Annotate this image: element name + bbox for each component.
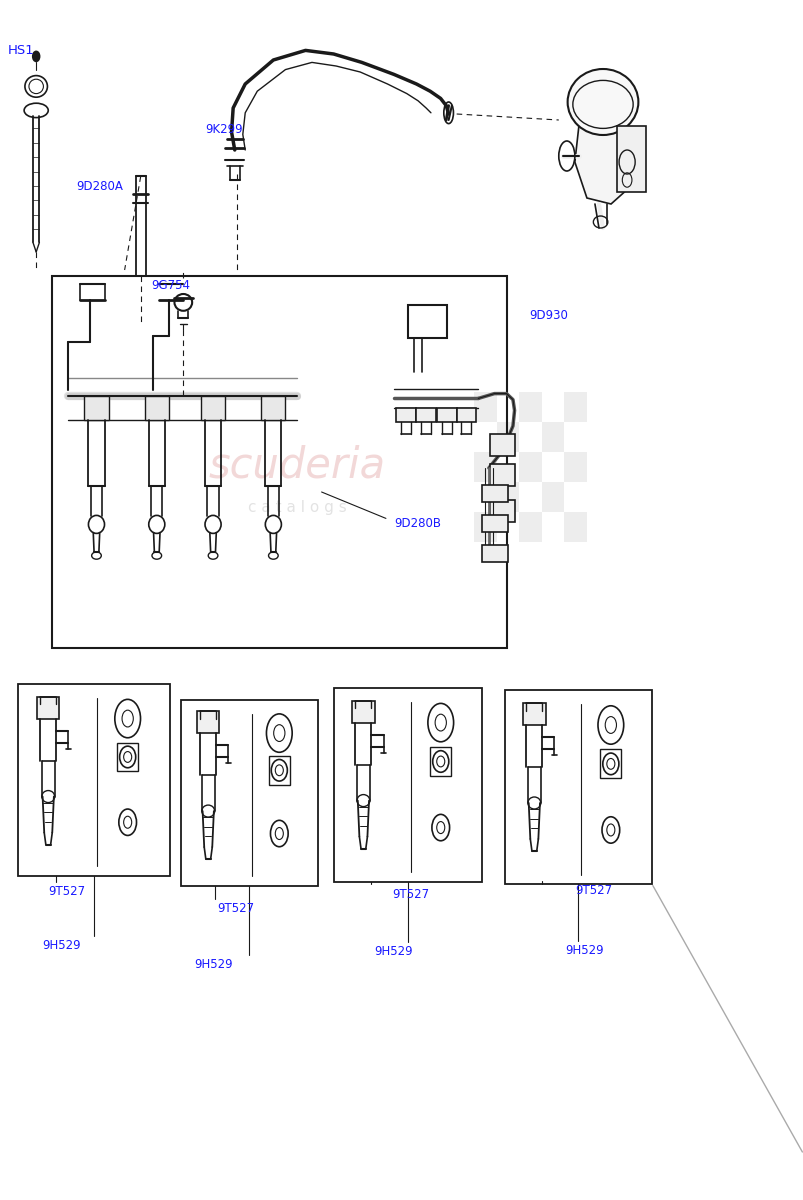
Circle shape <box>33 52 39 61</box>
Ellipse shape <box>567 68 638 134</box>
Text: c a t a l o g s: c a t a l o g s <box>248 500 346 515</box>
Text: scuderia: scuderia <box>209 444 385 487</box>
Text: 9H529: 9H529 <box>43 940 81 952</box>
Text: 9T527: 9T527 <box>575 884 612 896</box>
Bar <box>504 690 651 884</box>
Bar <box>416 408 435 422</box>
Text: HS1: HS1 <box>8 44 35 56</box>
Text: 9D930: 9D930 <box>528 310 567 322</box>
Text: 9H529: 9H529 <box>194 959 233 971</box>
Bar <box>474 512 496 542</box>
Text: 9H529: 9H529 <box>565 944 603 956</box>
Bar <box>541 482 564 512</box>
Bar <box>261 396 285 420</box>
Bar <box>519 392 541 422</box>
Text: 9T527: 9T527 <box>48 886 85 898</box>
Polygon shape <box>574 120 633 204</box>
Bar <box>523 703 545 725</box>
Bar <box>482 545 507 562</box>
Bar <box>490 434 514 456</box>
Bar <box>519 512 541 542</box>
Bar <box>145 396 169 420</box>
Bar <box>490 500 514 522</box>
Bar <box>564 512 586 542</box>
Bar <box>564 392 586 422</box>
Bar <box>117 743 138 772</box>
Text: 9K299: 9K299 <box>205 124 243 136</box>
Bar <box>18 684 170 876</box>
Bar <box>52 276 506 648</box>
Bar <box>352 701 374 722</box>
Bar <box>396 408 415 422</box>
Bar <box>408 305 446 338</box>
Bar <box>564 452 586 482</box>
Bar <box>268 756 289 785</box>
Text: 9T527: 9T527 <box>217 902 254 914</box>
Bar <box>600 750 621 779</box>
Bar <box>197 712 219 733</box>
Text: 9D280B: 9D280B <box>393 517 440 529</box>
Bar <box>37 697 59 719</box>
Bar <box>490 464 514 486</box>
Bar <box>474 452 496 482</box>
Bar <box>201 396 225 420</box>
Bar <box>496 422 519 452</box>
Text: 9H529: 9H529 <box>374 946 413 958</box>
Bar <box>482 485 507 502</box>
Bar <box>437 408 456 422</box>
Text: 9D280A: 9D280A <box>76 180 123 192</box>
Bar <box>617 126 645 192</box>
Bar <box>496 482 519 512</box>
Bar <box>541 422 564 452</box>
Bar <box>519 452 541 482</box>
Bar <box>474 392 496 422</box>
Bar <box>333 688 482 882</box>
Text: 9T527: 9T527 <box>392 888 429 900</box>
Bar <box>181 700 317 886</box>
Bar <box>482 515 507 532</box>
Text: 9G754: 9G754 <box>151 280 190 292</box>
Bar <box>456 408 475 422</box>
Bar <box>84 396 108 420</box>
Bar <box>430 748 450 776</box>
